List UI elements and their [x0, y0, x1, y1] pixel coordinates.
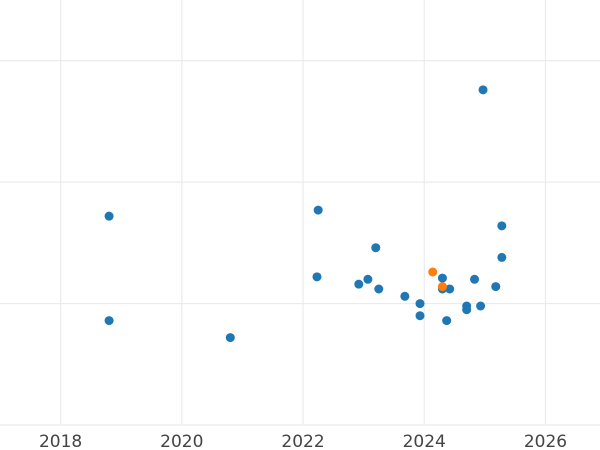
x-tick-label: 2020: [160, 432, 203, 450]
data-point-series-2: [428, 267, 438, 277]
data-point-series-1: [354, 279, 364, 289]
data-points: [104, 85, 507, 343]
data-point-series-1: [312, 272, 322, 282]
data-point-series-1: [104, 211, 114, 221]
data-point-series-1: [437, 273, 447, 283]
grid: [0, 0, 600, 426]
data-point-series-1: [478, 85, 488, 95]
data-point-series-1: [445, 284, 455, 294]
data-point-series-1: [363, 274, 373, 284]
x-tick-label: 2026: [524, 432, 567, 450]
data-point-series-1: [415, 311, 425, 321]
x-tick-label: 2022: [281, 432, 324, 450]
data-point-series-1: [400, 291, 410, 301]
x-tick-label: 2018: [39, 432, 82, 450]
x-axis-ticks: 2018 2020 2022 2024 2026: [39, 432, 567, 450]
data-point-series-1: [225, 333, 235, 343]
data-point-series-1: [497, 221, 507, 231]
data-point-series-1: [313, 205, 323, 215]
data-point-series-1: [470, 274, 480, 284]
data-point-series-1: [476, 301, 486, 311]
data-point-series-1: [442, 316, 452, 326]
data-point-series-2: [437, 282, 447, 292]
x-tick-label: 2024: [403, 432, 446, 450]
data-point-series-1: [104, 316, 114, 326]
data-point-series-1: [491, 282, 501, 292]
data-point-series-1: [415, 299, 425, 309]
data-point-series-1: [371, 243, 381, 253]
data-point-series-1: [462, 305, 472, 315]
data-point-series-1: [497, 252, 507, 262]
data-point-series-1: [374, 284, 384, 294]
